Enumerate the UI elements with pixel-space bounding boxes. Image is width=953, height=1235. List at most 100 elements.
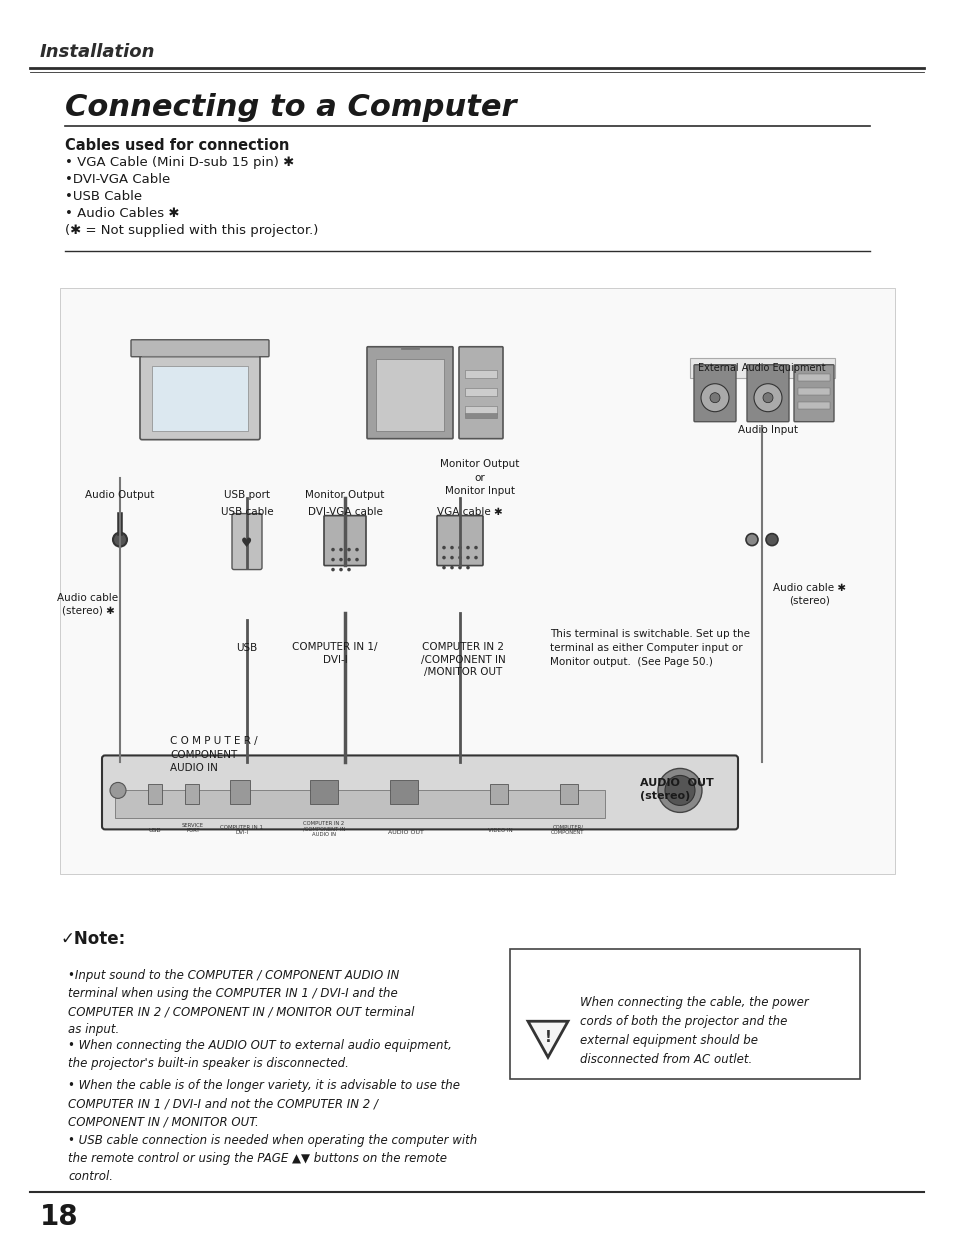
Text: AUDIO OUT: AUDIO OUT (388, 830, 423, 835)
Text: DVI-VGA cable: DVI-VGA cable (307, 506, 382, 516)
Bar (464, 388, 497, 395)
Bar (152, 366, 248, 431)
Circle shape (347, 558, 351, 562)
Text: USB cable: USB cable (220, 506, 273, 516)
Text: Audio cable ✱
(stereo): Audio cable ✱ (stereo) (773, 583, 845, 605)
Text: VGA cable ✱: VGA cable ✱ (436, 506, 502, 516)
Bar (375, 358, 443, 431)
Circle shape (112, 532, 127, 547)
Text: (✱ = Not supplied with this projector.): (✱ = Not supplied with this projector.) (65, 225, 318, 237)
Text: COMPUTER IN 1/
DVI-I: COMPUTER IN 1/ DVI-I (292, 642, 377, 664)
Circle shape (331, 568, 335, 572)
Circle shape (355, 558, 358, 562)
Text: SERVICE
PORT: SERVICE PORT (182, 823, 204, 834)
FancyBboxPatch shape (693, 364, 735, 421)
Bar (797, 388, 829, 395)
FancyBboxPatch shape (436, 516, 482, 566)
Text: When connecting the cable, the power
cords of both the projector and the
externa: When connecting the cable, the power cor… (579, 997, 808, 1066)
Circle shape (765, 534, 778, 546)
Text: AUDIO  OUT
(stereo): AUDIO OUT (stereo) (639, 778, 713, 800)
Text: Installation: Installation (40, 43, 155, 61)
Text: Audio cable
(stereo) ✱: Audio cable (stereo) ✱ (57, 593, 118, 616)
Bar (115, 790, 604, 819)
FancyBboxPatch shape (131, 340, 269, 357)
Text: !: ! (544, 1030, 551, 1045)
Circle shape (339, 558, 342, 562)
Circle shape (442, 556, 445, 559)
Text: •DVI-VGA Cable: •DVI-VGA Cable (65, 173, 170, 186)
Text: • VGA Cable (Mini D-sub 15 pin) ✱: • VGA Cable (Mini D-sub 15 pin) ✱ (65, 157, 294, 169)
Circle shape (466, 566, 469, 569)
Circle shape (331, 558, 335, 562)
Text: USB: USB (236, 642, 257, 652)
Circle shape (450, 546, 454, 550)
Text: • USB cable connection is needed when operating the computer with
the remote con: • USB cable connection is needed when op… (68, 1134, 476, 1183)
Bar (689, 358, 834, 378)
Circle shape (442, 546, 445, 550)
Bar (559, 784, 578, 804)
Circle shape (745, 534, 758, 546)
Text: USB: USB (149, 829, 161, 834)
Circle shape (331, 548, 335, 551)
Circle shape (355, 548, 358, 551)
Circle shape (762, 393, 772, 403)
Bar (510, 950, 859, 1079)
Text: COMPUTER IN 1
DVI-I: COMPUTER IN 1 DVI-I (220, 825, 263, 835)
FancyBboxPatch shape (140, 356, 260, 440)
Text: COMPUTER IN 2
/COMPONENT IN
AUDIO IN: COMPUTER IN 2 /COMPONENT IN AUDIO IN (302, 821, 345, 837)
Circle shape (664, 776, 695, 805)
Text: COMPUTER IN 2
/COMPONENT IN
/MONITOR OUT: COMPUTER IN 2 /COMPONENT IN /MONITOR OUT (420, 642, 505, 677)
Circle shape (457, 566, 461, 569)
Text: External Audio Equipment: External Audio Equipment (698, 363, 825, 373)
Bar (185, 784, 199, 804)
FancyBboxPatch shape (102, 756, 738, 830)
FancyBboxPatch shape (367, 347, 453, 438)
Bar (148, 784, 162, 804)
Polygon shape (527, 1021, 567, 1057)
FancyBboxPatch shape (746, 364, 788, 421)
Circle shape (658, 768, 701, 813)
Circle shape (347, 548, 351, 551)
Bar (464, 369, 497, 378)
FancyBboxPatch shape (458, 347, 502, 438)
Text: C O M P U T E R /
COMPONENT
AUDIO IN: C O M P U T E R / COMPONENT AUDIO IN (170, 736, 257, 773)
Text: COMPUTER/
COMPONENT: COMPUTER/ COMPONENT (551, 825, 584, 835)
Text: • Audio Cables ✱: • Audio Cables ✱ (65, 207, 179, 220)
Text: •USB Cable: •USB Cable (65, 190, 142, 204)
Text: • When the cable is of the longer variety, it is advisable to use the
COMPUTER I: • When the cable is of the longer variet… (68, 1079, 459, 1129)
Circle shape (474, 546, 477, 550)
Circle shape (466, 556, 469, 559)
Bar (464, 406, 497, 414)
Bar (230, 781, 250, 804)
Text: ✓Note:: ✓Note: (60, 930, 125, 948)
Circle shape (700, 384, 728, 411)
Circle shape (339, 548, 342, 551)
Text: 18: 18 (40, 1203, 78, 1231)
Bar (310, 781, 337, 804)
Text: ♥: ♥ (241, 537, 253, 550)
Circle shape (466, 546, 469, 550)
Bar (490, 784, 507, 804)
Circle shape (753, 384, 781, 411)
Circle shape (474, 556, 477, 559)
Text: Monitor Output: Monitor Output (305, 489, 384, 500)
Circle shape (457, 546, 461, 550)
Text: •Input sound to the COMPUTER / COMPONENT AUDIO IN
terminal when using the COMPUT: •Input sound to the COMPUTER / COMPONENT… (68, 969, 414, 1036)
Text: • When connecting the AUDIO OUT to external audio equipment,
the projector's bui: • When connecting the AUDIO OUT to exter… (68, 1039, 452, 1071)
Bar (390, 781, 417, 804)
Text: Audio Input: Audio Input (738, 425, 797, 435)
Circle shape (709, 393, 720, 403)
Bar (797, 401, 829, 409)
Bar (464, 412, 497, 417)
Text: Monitor Output
or
Monitor Input: Monitor Output or Monitor Input (440, 459, 519, 495)
Circle shape (450, 556, 454, 559)
FancyBboxPatch shape (324, 516, 366, 566)
Circle shape (339, 568, 342, 572)
Bar (797, 374, 829, 380)
Circle shape (442, 566, 445, 569)
Circle shape (450, 566, 454, 569)
Circle shape (457, 556, 461, 559)
Text: USB port: USB port (224, 489, 270, 500)
Text: Audio Output: Audio Output (85, 489, 154, 500)
Circle shape (347, 568, 351, 572)
